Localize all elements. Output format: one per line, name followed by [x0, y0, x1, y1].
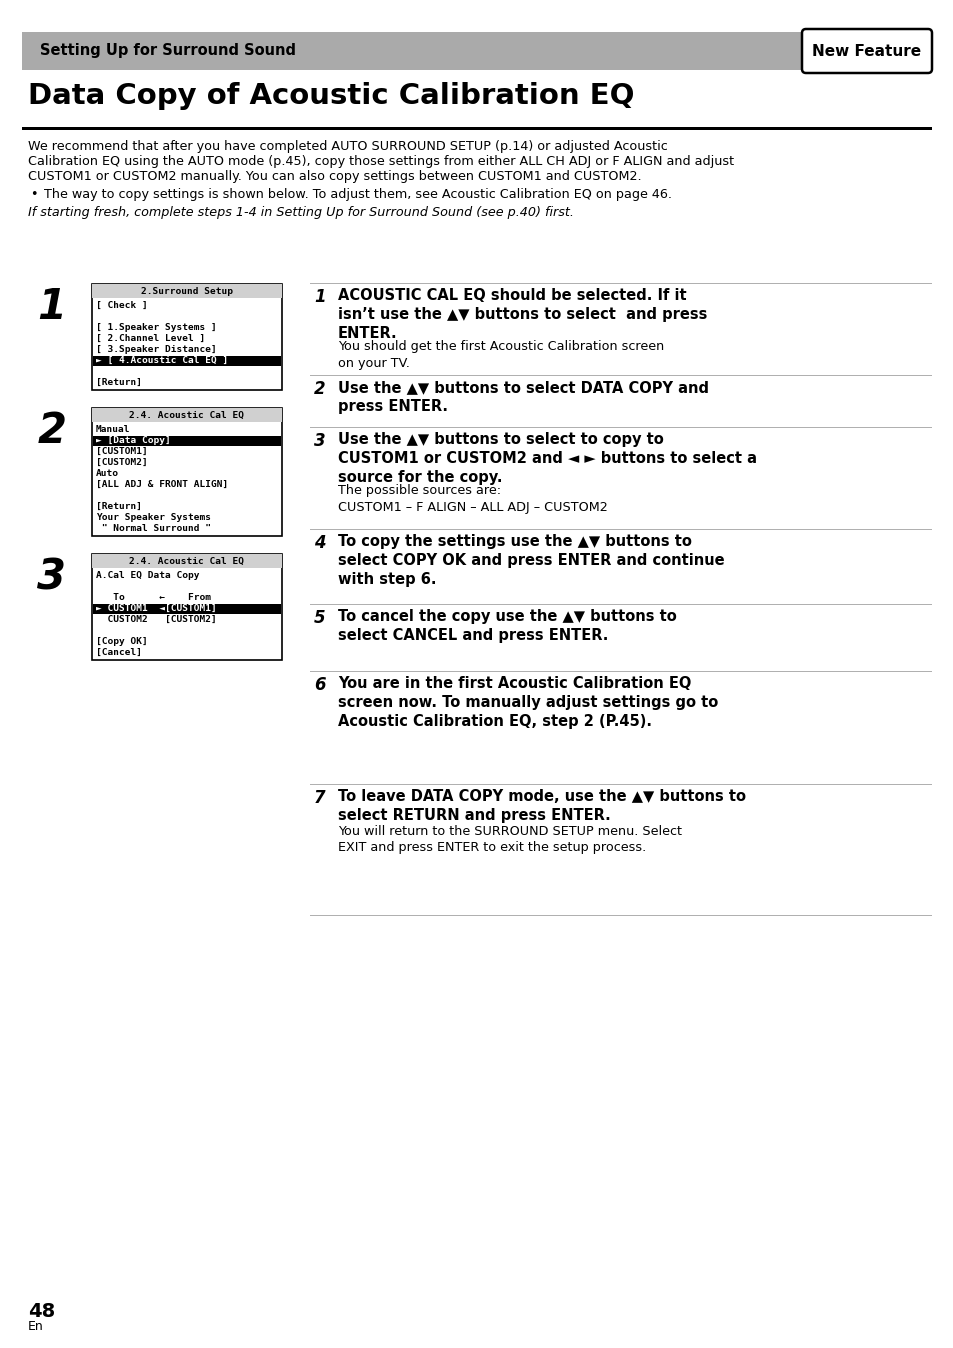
Text: Use the ▲▼ buttons to select to copy to
CUSTOM1 or CUSTOM2 and ◄ ► buttons to se: Use the ▲▼ buttons to select to copy to … [337, 431, 757, 485]
Bar [92, 435, 281, 446]
Text: To copy the settings use the ▲▼ buttons to
select COPY OK and press ENTER and co: To copy the settings use the ▲▼ buttons … [337, 534, 724, 588]
Text: ► [ 4.Acoustic Cal EQ ]: ► [ 4.Acoustic Cal EQ ] [96, 356, 228, 365]
Text: You will return to the SURROUND SETUP menu. Select
EXIT and press ENTER to exit : You will return to the SURROUND SETUP me… [337, 825, 681, 855]
Text: CUSTOM1 or CUSTOM2 manually. You can also copy settings between CUSTOM1 and CUST: CUSTOM1 or CUSTOM2 manually. You can als… [28, 170, 641, 183]
Bar [91, 408, 282, 537]
Text: 3: 3 [37, 555, 67, 599]
Text: Setting Up for Surround Sound: Setting Up for Surround Sound [40, 43, 295, 58]
Text: CUSTOM2   [CUSTOM2]: CUSTOM2 [CUSTOM2] [96, 615, 216, 624]
Text: To cancel the copy use the ▲▼ buttons to
select CANCEL and press ENTER.: To cancel the copy use the ▲▼ buttons to… [337, 609, 676, 643]
Text: ► CUSTOM1  ◄[CUSTOM1]: ► CUSTOM1 ◄[CUSTOM1] [96, 604, 216, 613]
Text: 2: 2 [314, 380, 325, 398]
Text: Use the ▲▼ buttons to select DATA COPY and
press ENTER.: Use the ▲▼ buttons to select DATA COPY a… [337, 380, 708, 414]
Text: 1: 1 [37, 286, 67, 328]
Text: New Feature: New Feature [812, 43, 921, 58]
Bar [91, 408, 282, 422]
Text: If starting fresh, complete steps 1-4 in Setting Up for Surround Sound (see p.40: If starting fresh, complete steps 1-4 in… [28, 206, 574, 218]
Bar [91, 554, 282, 661]
FancyBboxPatch shape [801, 30, 931, 73]
Text: A.Cal EQ Data Copy: A.Cal EQ Data Copy [96, 572, 199, 580]
Text: ► [Data Copy]: ► [Data Copy] [96, 435, 171, 445]
Bar [91, 554, 282, 568]
Text: [Copy OK]: [Copy OK] [96, 638, 148, 646]
Text: Your Speaker Systems: Your Speaker Systems [96, 514, 211, 522]
Text: ACOUSTIC CAL EQ should be selected. If it
isn’t use the ▲▼ buttons to select  an: ACOUSTIC CAL EQ should be selected. If i… [337, 288, 706, 341]
Text: You should get the first Acoustic Calibration screen
on your TV.: You should get the first Acoustic Calibr… [337, 340, 663, 369]
Text: 4: 4 [314, 534, 325, 551]
Text: [Return]: [Return] [96, 501, 142, 511]
Text: The way to copy settings is shown below. To adjust them, see Acoustic Calibratio: The way to copy settings is shown below.… [44, 187, 671, 201]
Text: 7: 7 [314, 789, 325, 807]
Text: To leave DATA COPY mode, use the ▲▼ buttons to
select RETURN and press ENTER.: To leave DATA COPY mode, use the ▲▼ butt… [337, 789, 745, 824]
Bar [92, 604, 281, 613]
Text: En: En [28, 1320, 44, 1333]
Text: [ 2.Channel Level ]: [ 2.Channel Level ] [96, 334, 205, 342]
Text: 2.4. Acoustic Cal EQ: 2.4. Acoustic Cal EQ [130, 411, 244, 419]
Text: We recommend that after you have completed AUTO SURROUND SETUP (p.14) or adjuste: We recommend that after you have complet… [28, 140, 667, 154]
Bar [91, 284, 282, 298]
Text: 1: 1 [314, 288, 325, 306]
Bar [22, 32, 931, 70]
Text: 5: 5 [314, 609, 325, 627]
Text: 2.4. Acoustic Cal EQ: 2.4. Acoustic Cal EQ [130, 557, 244, 566]
Bar [92, 356, 281, 367]
Text: You are in the first Acoustic Calibration EQ
screen now. To manually adjust sett: You are in the first Acoustic Calibratio… [337, 675, 718, 729]
Text: [ 1.Speaker Systems ]: [ 1.Speaker Systems ] [96, 324, 216, 332]
Text: " Normal Surround ": " Normal Surround " [96, 524, 211, 532]
Text: [CUSTOM1]: [CUSTOM1] [96, 448, 148, 456]
Text: The possible sources are:
CUSTOM1 – F ALIGN – ALL ADJ – CUSTOM2: The possible sources are: CUSTOM1 – F AL… [337, 484, 607, 514]
Text: [ 3.Speaker Distance]: [ 3.Speaker Distance] [96, 345, 216, 355]
Text: [ALL ADJ & FRONT ALIGN]: [ALL ADJ & FRONT ALIGN] [96, 480, 228, 489]
Text: 2: 2 [37, 410, 67, 452]
Text: [Return]: [Return] [96, 377, 142, 387]
Text: 2.Surround Setup: 2.Surround Setup [141, 287, 233, 295]
Text: 6: 6 [314, 675, 325, 694]
Text: Data Copy of Acoustic Calibration EQ: Data Copy of Acoustic Calibration EQ [28, 82, 634, 111]
Text: Calibration EQ using the AUTO mode (p.45), copy those settings from either ALL C: Calibration EQ using the AUTO mode (p.45… [28, 155, 734, 168]
Text: Auto: Auto [96, 469, 119, 479]
Text: [ Check ]: [ Check ] [96, 301, 148, 310]
Bar [91, 284, 282, 390]
Text: Manual: Manual [96, 425, 131, 434]
Text: To      ←    From: To ← From [96, 593, 211, 603]
Text: 48: 48 [28, 1302, 55, 1321]
Text: [Cancel]: [Cancel] [96, 648, 142, 656]
Text: 3: 3 [314, 431, 325, 450]
Text: •: • [30, 187, 37, 201]
Text: [CUSTOM2]: [CUSTOM2] [96, 458, 148, 466]
Bar [22, 127, 931, 129]
